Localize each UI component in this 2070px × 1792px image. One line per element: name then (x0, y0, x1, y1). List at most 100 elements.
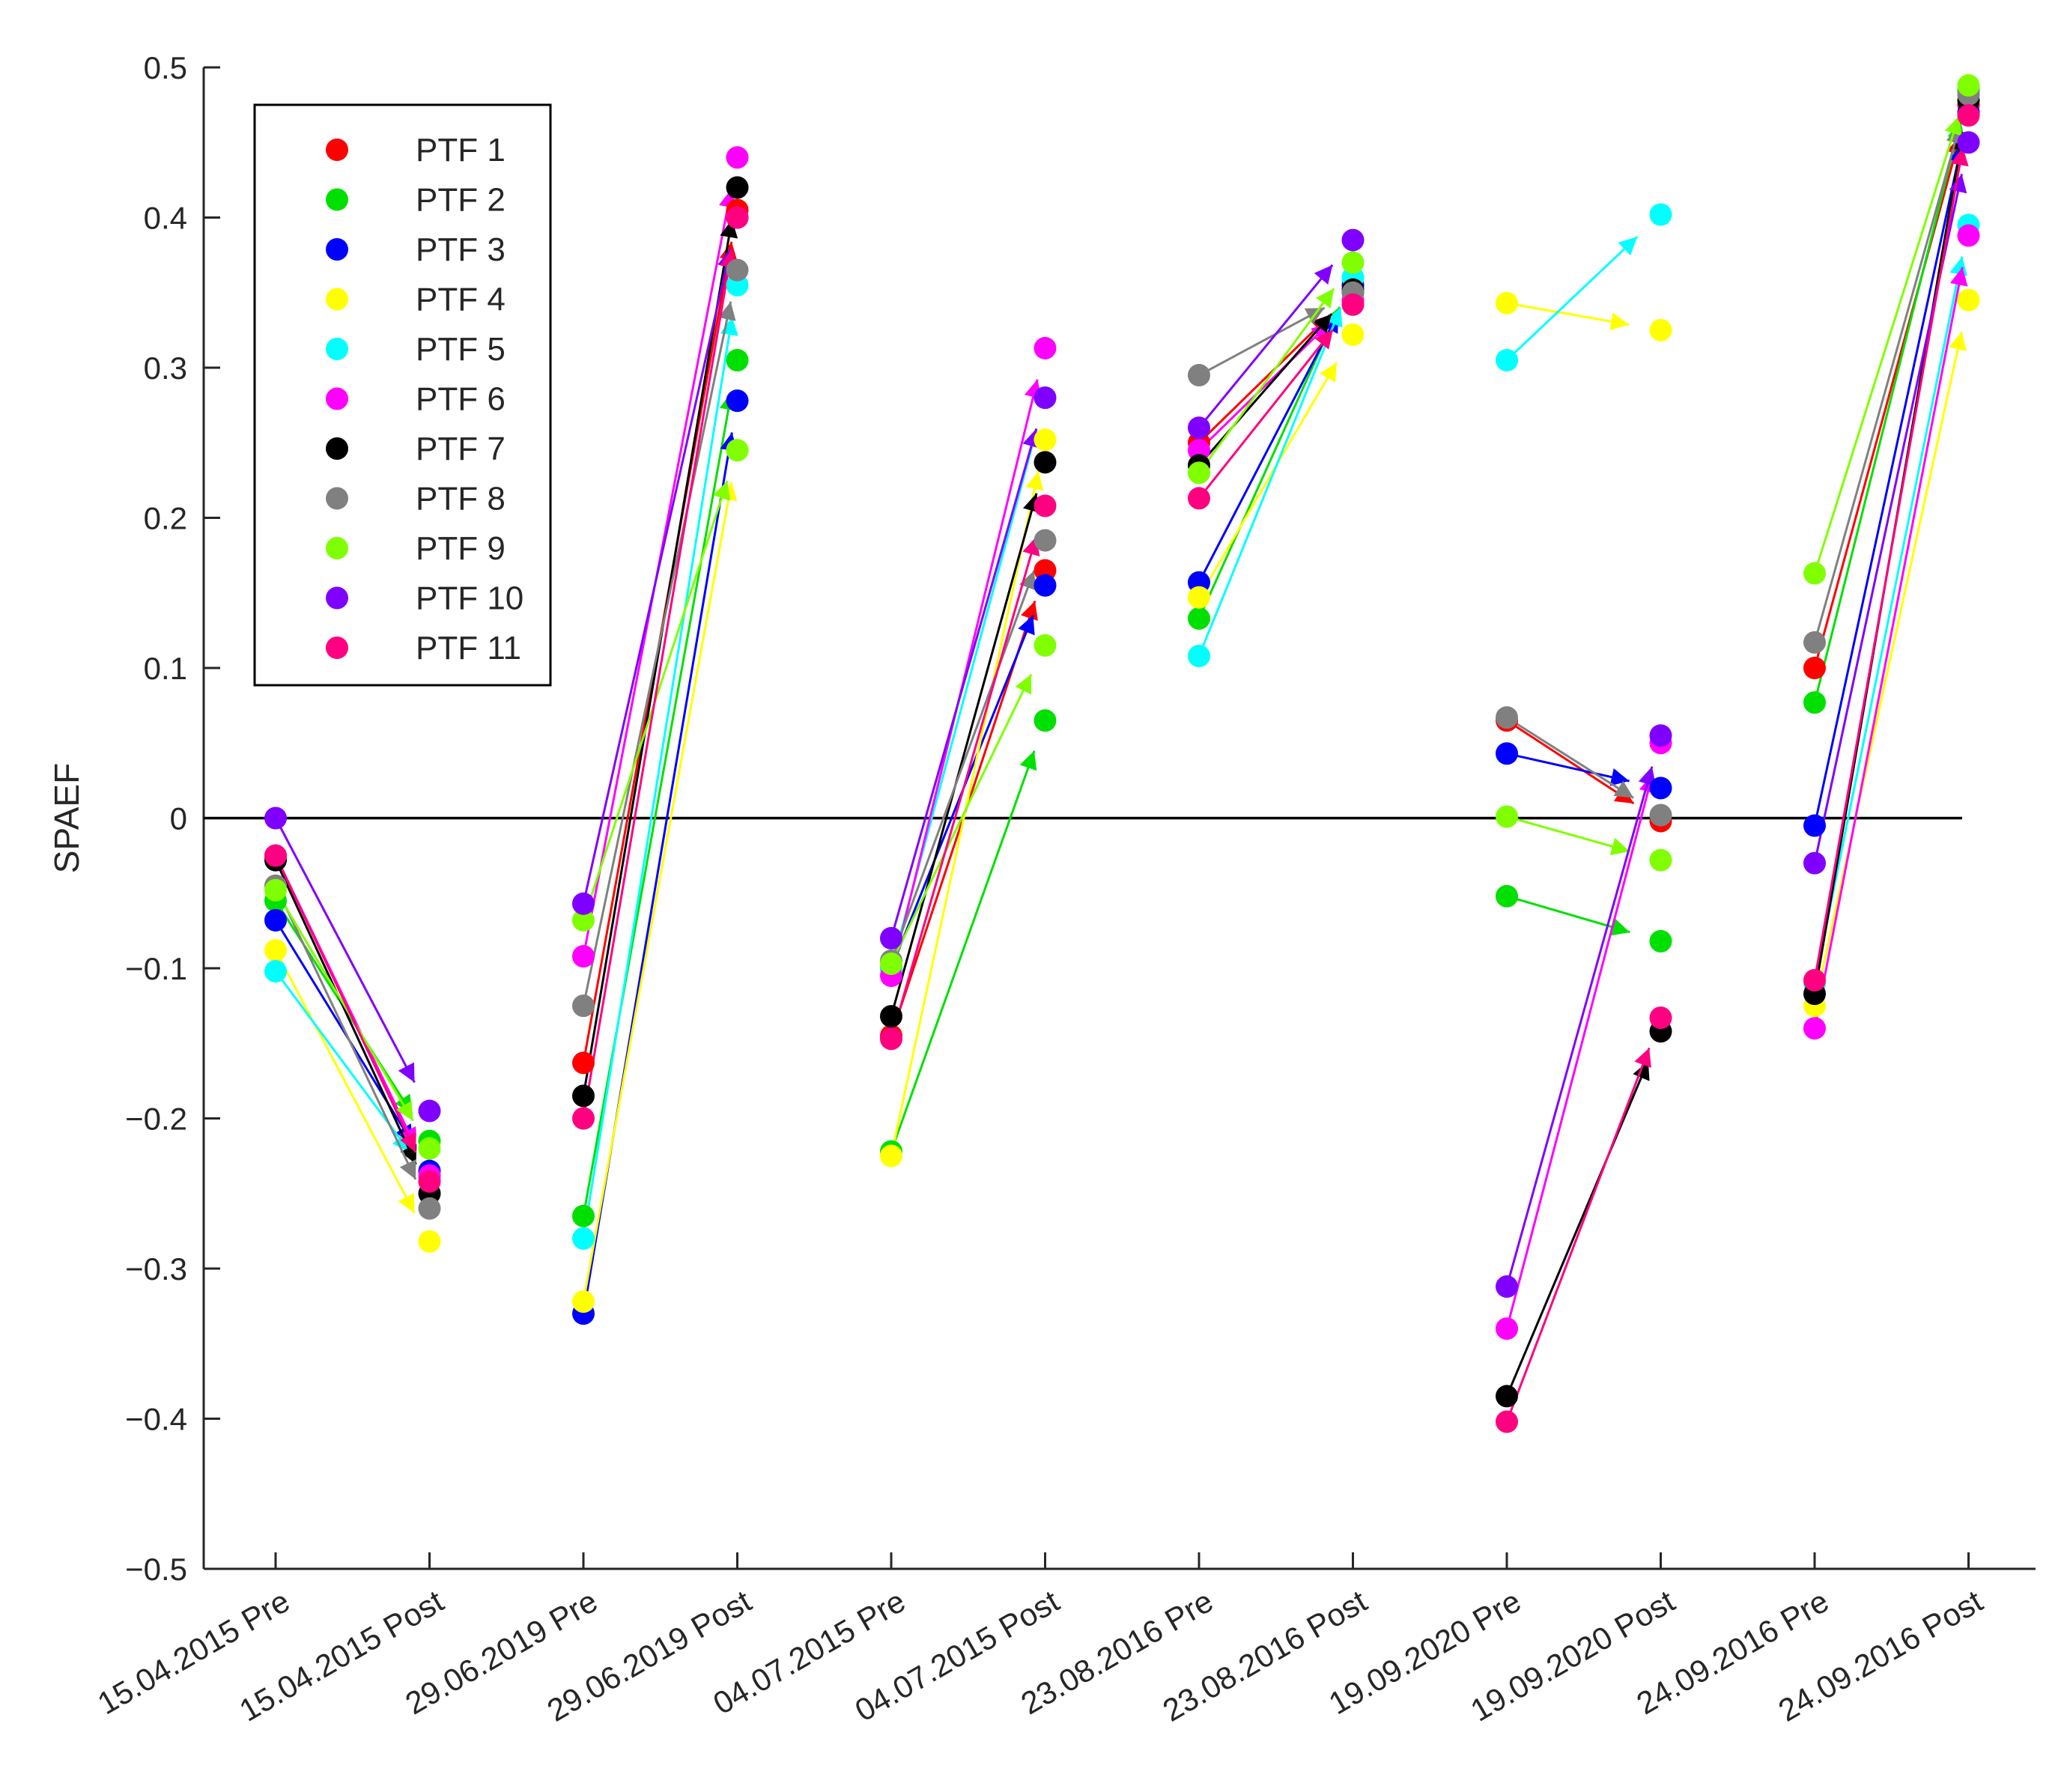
legend-marker-ptf-5 (326, 338, 348, 360)
point-ptf-1-29-06-2019-pre (572, 1051, 595, 1075)
point-ptf-10-04-07-2015-post (1034, 386, 1057, 410)
arrow-ptf-1-19-09-2020 (1506, 719, 1635, 805)
legend-marker-ptf-11 (326, 637, 348, 659)
point-ptf-10-29-06-2019-pre (572, 892, 595, 915)
point-ptf-4-15-04-2015-pre (264, 938, 287, 962)
arrow-ptf-9-19-09-2020 (1506, 815, 1630, 855)
arrow-ptf-7-19-09-2020 (1505, 1060, 1650, 1397)
legend-marker-ptf-10 (326, 586, 348, 610)
point-ptf-8-23-08-2016-pre (1188, 364, 1210, 387)
arrow-ptf-4-23-08-2016 (1198, 362, 1338, 598)
y-tick-label: 0 (170, 801, 187, 836)
legend: PTF 1 PTF 2 PTF 3 PTF 4 PTF 5 PTF 6 PTF 7 PTF 8… (253, 103, 552, 687)
legend-label-ptf-9: PTF 9 (416, 530, 506, 567)
point-ptf-5-23-08-2016-pre (1188, 644, 1210, 667)
arrow-ptf-9-04-07-2015 (890, 673, 1033, 965)
arrow-ptf-2-04-07-2015 (890, 750, 1037, 1152)
y-tick-label: 0.1 (144, 651, 187, 686)
point-ptf-6-19-09-2020-pre (1496, 1317, 1518, 1340)
point-ptf-2-29-06-2019-pre (572, 1204, 595, 1227)
point-ptf-8-04-07-2015-post (1034, 529, 1057, 552)
point-ptf-9-15-04-2015-post (418, 1137, 441, 1160)
point-ptf-11-23-08-2016-post (1341, 293, 1365, 316)
arrow-ptf-8-24-09-2016 (1813, 125, 1964, 643)
arrow-ptf-5-19-09-2020 (1505, 235, 1639, 362)
point-ptf-9-24-09-2016-post (1957, 74, 1980, 97)
legend-label-ptf-11: PTF 11 (416, 630, 521, 666)
y-tick-label: −0.4 (125, 1402, 187, 1437)
arrow-ptf-3-19-09-2020 (1506, 752, 1630, 786)
arrow-ptf-10-23-08-2016 (1198, 264, 1334, 429)
point-ptf-2-23-08-2016-pre (1188, 607, 1210, 630)
point-ptf-10-15-04-2015-pre (264, 807, 287, 830)
legend-marker-ptf-6 (326, 387, 348, 410)
y-axis-label: SPAEF (47, 763, 86, 873)
arrow-ptf-8-04-07-2015 (890, 570, 1036, 962)
point-ptf-11-19-09-2020-post (1649, 1006, 1672, 1030)
point-ptf-10-19-09-2020-post (1649, 724, 1672, 747)
point-ptf-9-29-06-2019-pre (572, 908, 595, 932)
arrow-ptf-4-29-06-2019 (582, 482, 738, 1302)
point-ptf-9-29-06-2019-post (726, 439, 749, 462)
point-ptf-4-19-09-2020-pre (1496, 291, 1518, 315)
point-ptf-9-24-09-2016-pre (1803, 562, 1826, 585)
point-ptf-2-24-09-2016-pre (1803, 691, 1826, 714)
arrow-ptf-2-23-08-2016 (1198, 306, 1341, 619)
arrow-ptf-7-23-08-2016 (1198, 313, 1333, 467)
point-ptf-9-19-09-2020-pre (1496, 805, 1518, 828)
point-ptf-9-04-07-2015-pre (880, 952, 902, 975)
point-ptf-11-29-06-2019-post (726, 206, 749, 229)
point-ptf-9-23-08-2016-post (1341, 251, 1365, 274)
point-ptf-3-19-09-2020-post (1649, 777, 1672, 800)
arrow-ptf-7-29-06-2019 (582, 219, 738, 1096)
point-ptf-4-23-08-2016-pre (1188, 586, 1210, 609)
legend-label-ptf-1: PTF 1 (416, 132, 506, 168)
arrow-ptf-9-15-04-2015 (274, 889, 414, 1122)
point-ptf-4-24-09-2016-post (1957, 288, 1980, 312)
point-ptf-2-19-09-2020-pre (1496, 884, 1518, 908)
arrow-ptf-11-19-09-2020 (1505, 1047, 1651, 1423)
point-ptf-9-04-07-2015-post (1034, 634, 1057, 657)
point-ptf-11-04-07-2015-post (1034, 494, 1057, 517)
legend-label-ptf-2: PTF 2 (416, 182, 506, 219)
point-ptf-11-19-09-2020-pre (1496, 1410, 1518, 1433)
point-ptf-10-04-07-2015-pre (880, 926, 902, 950)
legend-label-ptf-10: PTF 10 (416, 580, 523, 617)
point-ptf-11-04-07-2015-pre (880, 1027, 902, 1051)
point-ptf-9-19-09-2020-post (1649, 848, 1672, 872)
legend-marker-ptf-2 (326, 188, 348, 211)
point-ptf-2-29-06-2019-post (726, 348, 749, 371)
point-ptf-11-23-08-2016-pre (1188, 487, 1210, 510)
y-tick-label: 0.2 (144, 501, 187, 536)
point-ptf-4-15-04-2015-post (418, 1230, 441, 1253)
point-ptf-7-29-06-2019-post (726, 176, 749, 199)
point-ptf-10-24-09-2016-pre (1803, 851, 1826, 875)
point-ptf-4-04-07-2015-post (1034, 428, 1057, 452)
legend-label-ptf-6: PTF 6 (416, 381, 506, 418)
arrow-ptf-11-23-08-2016 (1198, 329, 1334, 499)
point-ptf-6-24-09-2016-pre (1803, 1017, 1826, 1040)
arrow-ptf-3-23-08-2016 (1198, 313, 1340, 583)
arrow-ptf-4-19-09-2020 (1506, 302, 1630, 331)
point-ptf-3-15-04-2015-pre (264, 908, 287, 932)
point-ptf-10-19-09-2020-pre (1496, 1275, 1518, 1299)
point-ptf-8-19-09-2020-pre (1496, 706, 1518, 729)
arrow-ptf-2-24-09-2016 (1813, 121, 1965, 703)
arrow-ptf-5-24-09-2016 (1813, 256, 1967, 984)
point-ptf-5-29-06-2019-pre (572, 1227, 595, 1250)
point-ptf-4-04-07-2015-pre (880, 1144, 902, 1167)
legend-marker-ptf-7 (326, 437, 348, 460)
arrow-ptf-4-15-04-2015 (274, 950, 416, 1214)
legend-marker-ptf-3 (326, 238, 348, 261)
arrow-ptf-10-04-07-2015 (890, 428, 1040, 939)
legend-marker-ptf-9 (326, 537, 348, 559)
arrow-ptf-4-24-09-2016 (1813, 331, 1967, 1006)
point-ptf-6-29-06-2019-pre (572, 944, 595, 968)
point-ptf-3-04-07-2015-post (1034, 574, 1057, 597)
point-ptf-5-19-09-2020-pre (1496, 348, 1518, 371)
point-ptf-11-15-04-2015-pre (264, 844, 287, 867)
point-ptf-10-15-04-2015-post (418, 1099, 441, 1123)
point-ptf-7-04-07-2015-pre (880, 1005, 902, 1028)
point-ptf-11-29-06-2019-pre (572, 1107, 595, 1130)
arrow-ptf-5-23-08-2016 (1198, 306, 1343, 657)
